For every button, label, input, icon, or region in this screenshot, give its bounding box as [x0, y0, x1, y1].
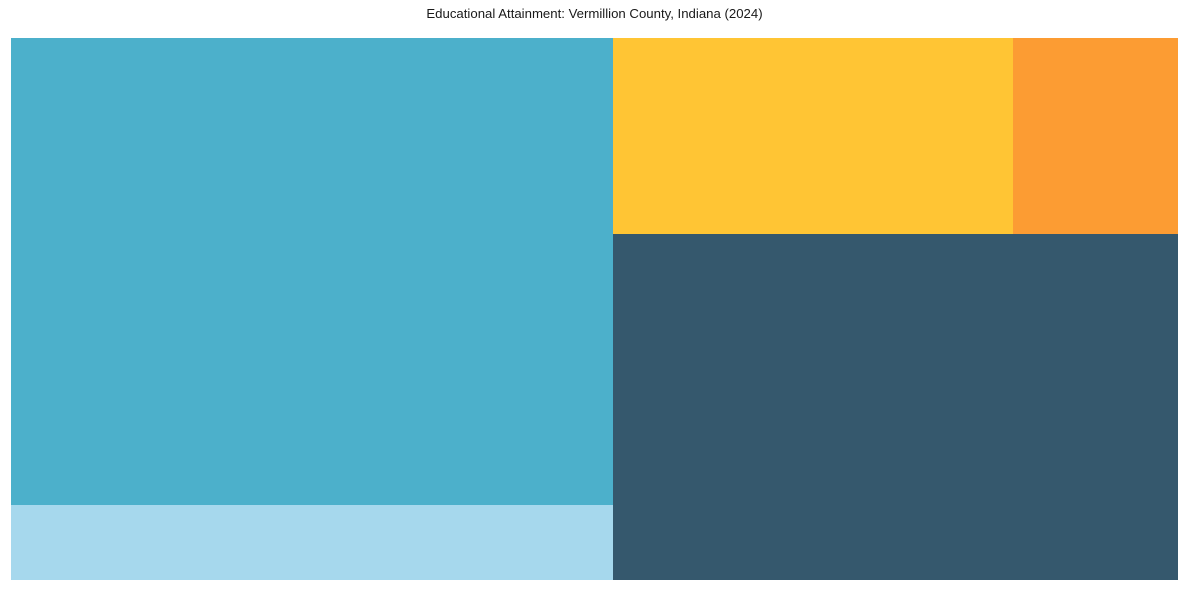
treemap-tile-bachelors-degree[interactable]: Bachelor's degree	[612, 38, 1013, 234]
treemap-tile-associates-degree[interactable]: Associate's degree	[11, 504, 613, 580]
treemap-tile-graduate-or-professional-degree[interactable]: Graduate or professional degree	[1012, 38, 1178, 234]
treemap-tile-some-college-no-degree[interactable]: Some college, no degree	[612, 233, 1178, 580]
treemap-plot-area: High school graduate (includes equivalen…	[11, 38, 1178, 580]
treemap-tile-high-school-graduate[interactable]: High school graduate (includes equivalen…	[11, 38, 613, 505]
chart-title: Educational Attainment: Vermillion Count…	[426, 6, 763, 21]
